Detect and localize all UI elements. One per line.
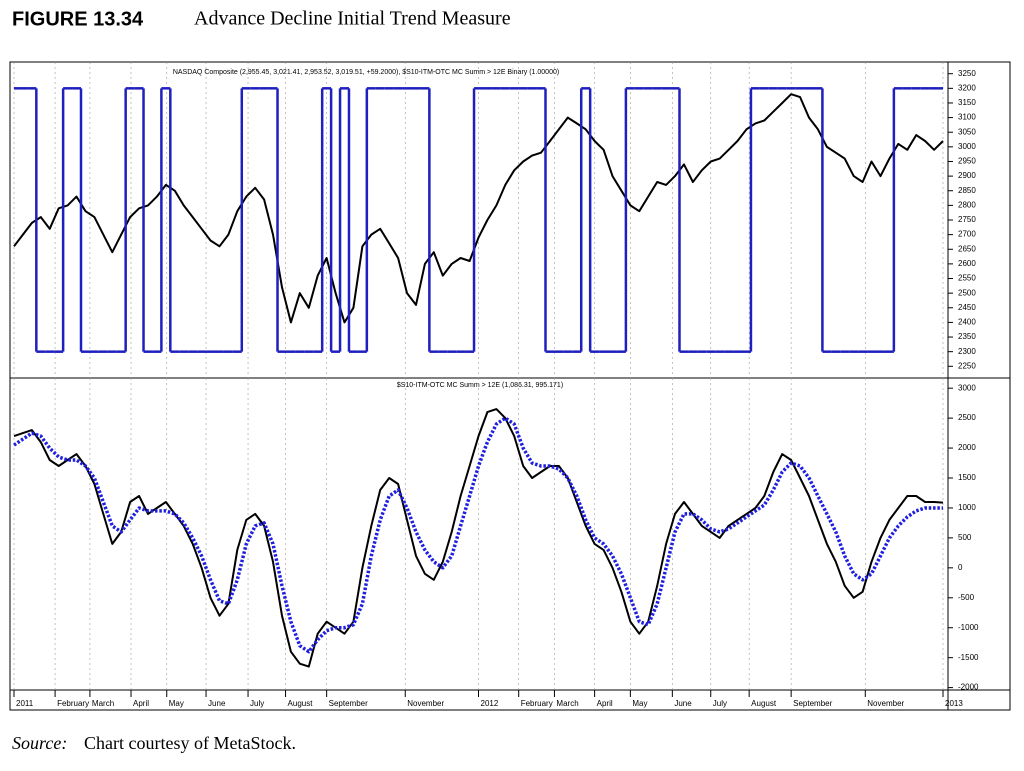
figure-number: FIGURE 13.34 (12, 8, 144, 30)
x-tick-label: August (751, 699, 777, 708)
x-tick-label: June (674, 699, 692, 708)
x-tick-label: September (793, 699, 832, 708)
panel-title: NASDAQ Composite (2,955.45, 3,021.41, 2,… (173, 69, 559, 76)
y-tick-label: 2850 (958, 186, 976, 195)
series-line (13, 408, 944, 668)
x-tick-label: 2011 (16, 699, 34, 708)
y-tick-label: 3100 (958, 113, 976, 122)
x-tick-label: February (57, 699, 89, 708)
x-tick-label: July (250, 699, 264, 708)
y-tick-label: 2750 (958, 215, 976, 224)
x-tick-label: March (92, 699, 114, 708)
source-text: Chart courtesy of MetaStock. (84, 733, 296, 753)
y-tick-label: 2500 (958, 288, 976, 297)
y-tick-label: 3000 (958, 383, 976, 392)
source-label: Source: (12, 733, 67, 753)
y-tick-label: 3150 (958, 98, 976, 107)
x-tick-label: May (632, 699, 647, 708)
y-tick-label: 2500 (958, 413, 976, 422)
y-tick-label: 2900 (958, 171, 976, 180)
series-line (13, 416, 943, 654)
x-tick-label: March (556, 699, 578, 708)
y-tick-label: 2700 (958, 230, 976, 239)
series-line (13, 93, 944, 324)
y-tick-label: 2800 (958, 200, 976, 209)
x-tick-label: August (288, 699, 314, 708)
y-tick-label: -1000 (958, 623, 979, 632)
x-tick-label: 2013 (945, 699, 963, 708)
y-tick-label: -500 (958, 593, 975, 602)
y-tick-label: 2350 (958, 332, 976, 341)
x-tick-label: February (521, 699, 553, 708)
y-tick-label: 2300 (958, 347, 976, 356)
x-tick-label: 2012 (481, 699, 499, 708)
y-tick-label: 3200 (958, 83, 976, 92)
y-tick-label: -1500 (958, 653, 979, 662)
x-tick-label: November (407, 699, 444, 708)
y-tick-label: 500 (958, 533, 972, 542)
x-tick-label: May (169, 699, 184, 708)
x-tick-label: April (133, 699, 149, 708)
y-tick-label: 2550 (958, 274, 976, 283)
y-tick-label: 1500 (958, 473, 976, 482)
y-tick-label: -2000 (958, 683, 979, 692)
y-tick-label: 3050 (958, 127, 976, 136)
y-tick-label: 0 (958, 563, 963, 572)
y-tick-label: 2450 (958, 303, 976, 312)
x-tick-label: September (329, 699, 368, 708)
y-tick-label: 2600 (958, 259, 976, 268)
figure-title: Advance Decline Initial Trend Measure (194, 8, 511, 30)
panel-title: $S10-ITM-OTC MC Summ > 12E (1,086.31, 99… (397, 382, 563, 389)
chart-frame (9, 61, 1011, 711)
y-tick-label: 3000 (958, 142, 976, 151)
y-tick-label: 2950 (958, 157, 976, 166)
y-tick-label: 2400 (958, 318, 976, 327)
x-tick-label: June (208, 699, 226, 708)
y-tick-label: 3250 (958, 69, 976, 78)
y-tick-label: 2250 (958, 361, 976, 370)
x-tick-label: November (867, 699, 904, 708)
x-tick-label: July (713, 699, 727, 708)
x-tick-label: April (597, 699, 613, 708)
y-tick-label: 2650 (958, 244, 976, 253)
y-tick-label: 1000 (958, 503, 976, 512)
y-tick-label: 2000 (958, 443, 976, 452)
